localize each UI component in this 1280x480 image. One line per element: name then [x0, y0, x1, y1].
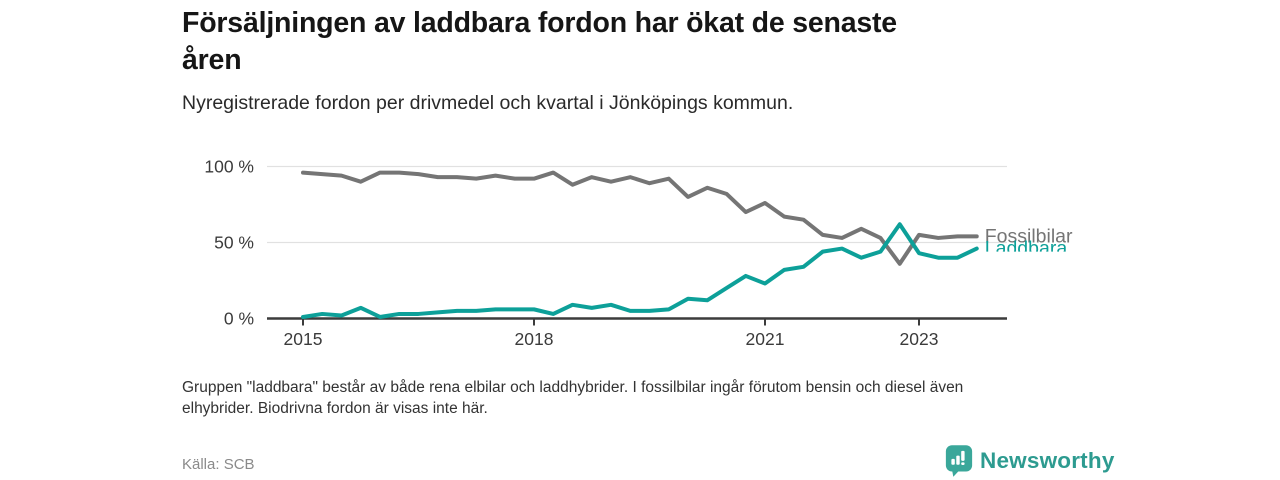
laddbara-line: [301, 222, 979, 319]
source-label: Källa: SCB: [182, 456, 255, 473]
logo-barchart-glyph: [951, 450, 965, 465]
fossilbilar-line: [301, 170, 979, 266]
y-tick-label: 100 %: [204, 157, 254, 177]
chart-footnote-line-2: elhybrider. Biodrivna fordon är visas in…: [182, 400, 488, 417]
newsworthy-logo-text: Newsworthy: [980, 448, 1115, 473]
logo-bubble-tail: [952, 469, 960, 477]
chart-title: Försäljningen av laddbara fordon har öka…: [182, 5, 1082, 79]
x-tick-label: 2018: [515, 329, 554, 349]
y-tick-label: 50 %: [214, 233, 254, 253]
series-label-laddbara: Laddbara: [985, 238, 1068, 260]
chart-title-line-2: åren: [182, 44, 242, 76]
chart-footnote: Gruppen "laddbara" består av både rena e…: [182, 377, 1082, 419]
x-tick-label: 2021: [746, 329, 785, 349]
y-tick-label: 0 %: [224, 309, 254, 329]
chart-footnote-line-1: Gruppen "laddbara" består av både rena e…: [182, 379, 964, 396]
x-tick-label: 2023: [900, 329, 939, 349]
chart-title-line-1: Försäljningen av laddbara fordon har öka…: [182, 7, 897, 39]
line-chart: 100 % 50 % 0 % 2015 2018 2021 2023 FossilbilarL…: [204, 157, 1073, 350]
x-tick-label: 2015: [284, 329, 323, 349]
newsworthy-logo-icon: [945, 445, 973, 477]
chart-subtitle: Nyregistrerade fordon per drivmedel och …: [182, 92, 794, 114]
newsworthy-logo: Newsworthy: [945, 444, 1115, 478]
series-label-fossilbilar: Fossilbilar: [985, 225, 1073, 247]
